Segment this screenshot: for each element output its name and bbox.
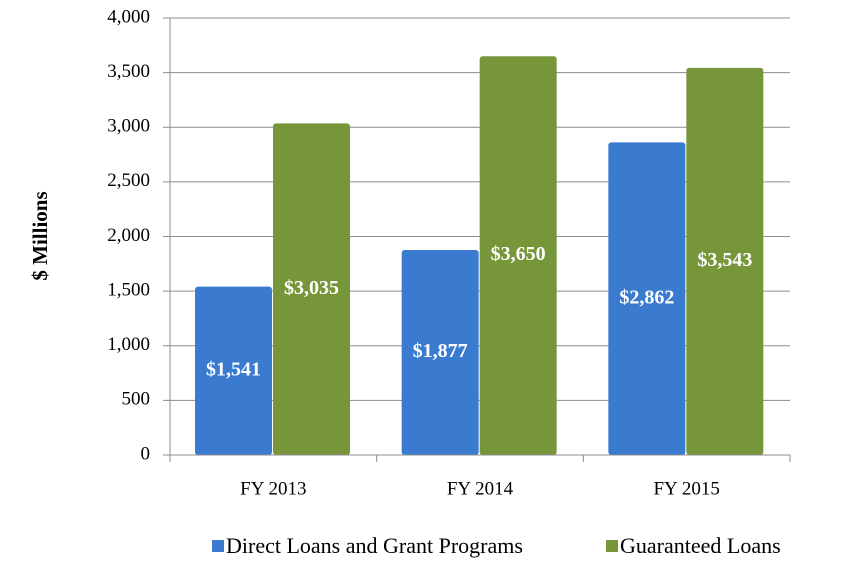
legend-label: Direct Loans and Grant Programs: [226, 533, 523, 558]
y-tick-label: 4,000: [107, 6, 150, 27]
x-tick-label: FY 2015: [653, 478, 719, 499]
y-tick-label: 3,500: [107, 61, 150, 82]
y-tick-label: 2,500: [107, 170, 150, 191]
data-label: $3,035: [284, 277, 339, 299]
data-label: $3,543: [697, 249, 752, 271]
bar: [195, 286, 272, 455]
bar: [686, 67, 764, 455]
data-label: $2,862: [619, 286, 674, 308]
bar: [273, 123, 350, 456]
data-label: $1,877: [413, 340, 468, 362]
bar: [401, 249, 479, 455]
y-tick-label: 2,000: [107, 225, 150, 246]
y-tick-label: 1,000: [107, 334, 150, 355]
data-label: $1,541: [206, 358, 261, 380]
bar: [608, 142, 686, 455]
data-label: $3,650: [491, 243, 546, 265]
y-tick-label: 3,000: [107, 116, 150, 137]
bar: [479, 56, 557, 456]
legend-swatch: [212, 540, 224, 552]
y-tick-label: 1,500: [107, 279, 150, 300]
legend-swatch: [606, 540, 618, 552]
y-axis-label: $ Millions: [28, 191, 52, 280]
y-tick-label: 0: [141, 443, 151, 464]
x-tick-label: FY 2013: [240, 478, 306, 499]
x-tick-label: FY 2014: [447, 478, 514, 499]
y-tick-label: 500: [122, 389, 151, 410]
legend-label: Guaranteed Loans: [620, 533, 781, 558]
